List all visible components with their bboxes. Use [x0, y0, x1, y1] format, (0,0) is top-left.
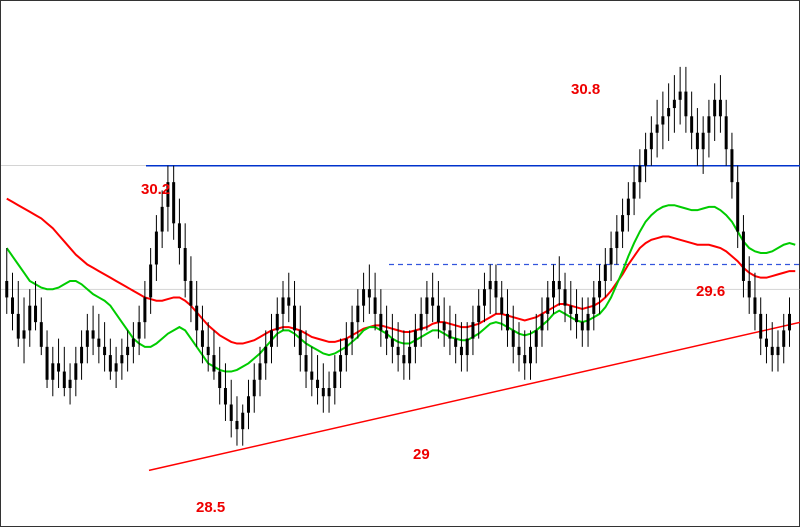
- chart-svg: [1, 1, 800, 527]
- price-label: 29: [413, 446, 430, 463]
- price-label: 29.6: [696, 283, 725, 300]
- price-label: 28.5: [196, 499, 225, 516]
- candlestick-chart: 30.2 30.8 29.6 29 28.5: [0, 0, 800, 527]
- price-label: 30.8: [571, 81, 600, 98]
- price-label: 30.2: [141, 181, 170, 198]
